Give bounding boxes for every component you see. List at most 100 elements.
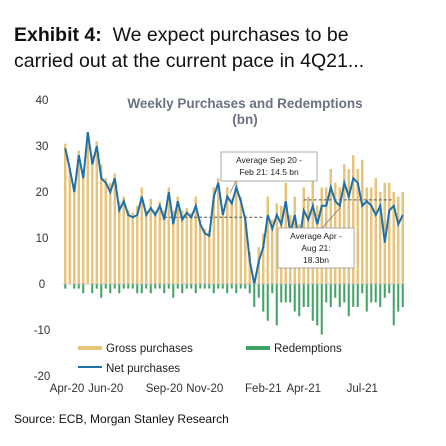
redemptions-bar (158, 284, 161, 289)
gross-purchases-bar (401, 192, 404, 284)
redemptions-bar (320, 284, 323, 335)
redemptions-bar (176, 284, 179, 289)
gross-purchases-bar (172, 210, 175, 284)
redemptions-bar (235, 284, 238, 294)
redemptions-bar (208, 284, 211, 289)
redemptions-bar (392, 284, 395, 326)
redemptions-bar (82, 284, 85, 294)
source-note: Source: ECB, Morgan Stanley Research (14, 412, 229, 426)
redemptions-bar (316, 284, 319, 326)
gross-purchases-bar (145, 210, 148, 284)
redemptions-bar (266, 284, 269, 321)
gross-purchases-bar (392, 192, 395, 284)
gross-purchases-bar (226, 187, 229, 284)
net-purchases-line (64, 132, 404, 285)
redemptions-bar (343, 284, 346, 303)
gross-purchases-bar (356, 169, 359, 284)
x-tick-label: Nov-20 (186, 383, 223, 395)
x-tick-label: Jun-20 (88, 383, 123, 395)
redemptions-bar (140, 284, 143, 294)
gross-purchases-bar (208, 231, 211, 284)
redemptions-bar (401, 284, 404, 307)
redemptions-bar (163, 284, 166, 294)
redemptions-bar (374, 284, 377, 303)
gross-purchases-bar (361, 159, 364, 284)
gross-purchases-bar (176, 196, 179, 284)
redemptions-bar (370, 284, 373, 303)
redemptions-bar (226, 284, 229, 294)
gross-purchases-bar (185, 208, 188, 284)
y-tick-label: 30 (36, 141, 49, 153)
gross-purchases-bar (190, 212, 193, 284)
redemptions-bar (230, 284, 233, 289)
gross-purchases-bar (167, 187, 170, 284)
redemptions-bar (127, 284, 130, 289)
annotation-1-line-1: Average Sep 20 - (236, 155, 302, 165)
x-tick-label: Feb-21 (245, 383, 281, 395)
redemptions-bar (397, 284, 400, 312)
redemptions-bar (253, 284, 256, 307)
gross-purchases-bar (122, 196, 125, 284)
gross-purchases-bar (262, 233, 265, 284)
x-axis: Apr-20 Jun-20 Sep-20 Nov-20 Feb-21 Apr-21 Jul-… (50, 283, 405, 395)
gross-purchases-bar (82, 169, 85, 284)
y-tick-label: 10 (36, 233, 49, 245)
gross-purchases-bar (113, 173, 116, 284)
redemptions-bar (325, 284, 328, 303)
gross-purchases-bar (131, 212, 134, 284)
annotation-1-line-2: Feb 21: 14.5 bn (239, 167, 299, 177)
gross-purchases-bar (68, 169, 71, 284)
chart-title: Weekly Purchases and Redemptions (127, 96, 362, 111)
y-tick-label: -10 (34, 325, 51, 337)
redemptions-bar (248, 284, 251, 294)
redemptions-bar (329, 284, 332, 307)
annotation-2-line-3: 18.3bn (303, 255, 329, 265)
redemptions-bar (181, 284, 184, 294)
redemptions-bar (190, 284, 193, 289)
gross-purchases-bar (397, 196, 400, 284)
redemptions-bar (311, 284, 314, 321)
gross-purchases-bar (163, 210, 166, 284)
redemptions-bar (118, 284, 121, 294)
gross-purchases-bar (86, 132, 89, 284)
annotation-1-leader (229, 180, 237, 194)
redemptions-bar (64, 284, 67, 289)
redemptions-bar (347, 284, 350, 317)
y-axis: 40 30 20 10 0 -10 -20 (34, 95, 51, 383)
redemptions-bar (338, 284, 341, 307)
legend-label-gross: Gross purchases (106, 343, 193, 355)
gross-purchases-bar (248, 251, 251, 284)
redemptions-bar (136, 284, 139, 294)
chart-title-unit: (bn) (232, 112, 257, 127)
redemptions-bar (298, 284, 301, 317)
gross-purchases-bar (154, 210, 157, 284)
gross-purchases-bar (136, 205, 139, 284)
redemptions-bar (113, 284, 116, 289)
gross-purchases-bar (230, 198, 233, 284)
legend-swatch-gross (78, 346, 102, 350)
gross-purchases-bar (194, 196, 197, 284)
redemptions-bar (77, 284, 80, 289)
redemptions-bar (185, 284, 188, 289)
gross-purchases-bar (217, 178, 220, 284)
legend-label-net: Net purchases (106, 363, 180, 375)
gross-purchases-bar (140, 187, 143, 284)
x-tick-label: Apr-20 (50, 383, 85, 395)
redemptions-bar (212, 284, 215, 294)
gross-purchases-bar (352, 155, 355, 284)
redemptions-bar (244, 284, 247, 289)
gross-purchases-bar (203, 228, 206, 284)
redemptions-bar (73, 284, 76, 289)
redemptions-bar (388, 284, 391, 294)
redemptions-bar (145, 284, 148, 289)
redemptions-bar (383, 284, 386, 298)
redemptions-bar (334, 284, 337, 298)
y-tick-label: -20 (34, 371, 51, 383)
redemptions-bar (361, 284, 364, 294)
annotation-2-box (277, 227, 355, 269)
gross-purchases-bar (64, 143, 67, 284)
gross-purchases-bar (266, 196, 269, 284)
redemptions-bar (199, 284, 202, 289)
redemptions-bar (275, 284, 278, 326)
